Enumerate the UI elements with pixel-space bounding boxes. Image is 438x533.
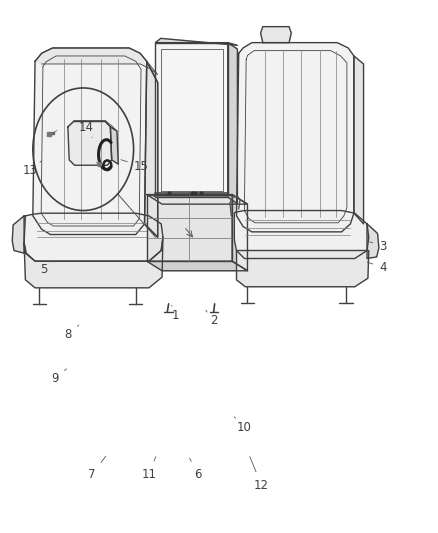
Polygon shape [261, 27, 291, 43]
Polygon shape [147, 261, 247, 271]
Polygon shape [147, 195, 247, 204]
Text: 13: 13 [22, 161, 42, 177]
Text: 12: 12 [250, 457, 269, 491]
Text: 2: 2 [206, 310, 218, 327]
Text: 15: 15 [121, 160, 149, 173]
Polygon shape [110, 127, 118, 164]
Polygon shape [145, 61, 158, 237]
Text: 3: 3 [370, 240, 387, 253]
Polygon shape [68, 122, 112, 165]
Text: 5: 5 [40, 261, 55, 276]
Polygon shape [155, 38, 237, 45]
Polygon shape [147, 195, 232, 261]
Polygon shape [367, 224, 379, 259]
Text: 11: 11 [141, 457, 156, 481]
Polygon shape [33, 48, 147, 235]
Polygon shape [35, 48, 158, 75]
Polygon shape [237, 43, 354, 232]
Text: 6: 6 [190, 458, 202, 481]
Polygon shape [155, 43, 228, 197]
Polygon shape [24, 213, 163, 261]
Text: 10: 10 [234, 417, 252, 434]
Polygon shape [24, 237, 163, 288]
Text: 8: 8 [64, 325, 79, 341]
Polygon shape [12, 216, 24, 253]
Polygon shape [354, 56, 364, 224]
Polygon shape [234, 211, 369, 259]
Polygon shape [145, 61, 158, 237]
Text: 9: 9 [51, 369, 67, 385]
Polygon shape [232, 195, 247, 271]
Polygon shape [228, 43, 237, 204]
Text: 1: 1 [171, 305, 179, 322]
Text: 14: 14 [79, 122, 94, 138]
Polygon shape [237, 251, 369, 287]
Text: 4: 4 [367, 261, 387, 274]
Text: 7: 7 [88, 456, 106, 481]
